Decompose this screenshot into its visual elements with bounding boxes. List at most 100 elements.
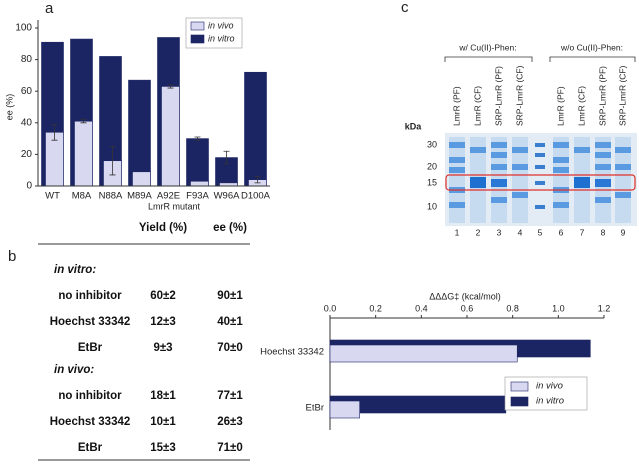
x-tick-label: 0.8 bbox=[506, 303, 519, 313]
gel-band bbox=[553, 202, 569, 208]
gel-lane bbox=[512, 137, 528, 223]
lane-label: SRP-LmrR (PF) bbox=[597, 66, 607, 126]
gel-band bbox=[449, 157, 465, 163]
gel-band bbox=[449, 167, 465, 173]
gel-band bbox=[553, 142, 569, 148]
ladder-label: 20 bbox=[427, 161, 437, 171]
x-tick-label: 1.2 bbox=[598, 303, 611, 313]
gel-band bbox=[535, 143, 545, 147]
error-bar bbox=[254, 176, 261, 184]
gel-band bbox=[535, 165, 545, 169]
table-cell: no inhibitor bbox=[58, 390, 122, 402]
ladder-label: 10 bbox=[427, 201, 437, 211]
panel-letter: b bbox=[8, 248, 16, 265]
y-tick-label: 80 bbox=[21, 54, 33, 65]
y-tick-label: 60 bbox=[21, 86, 33, 97]
table-cell: 90±1 bbox=[217, 290, 243, 302]
lane-number: 2 bbox=[476, 227, 481, 237]
x-tick-label: 0.0 bbox=[324, 303, 337, 313]
lane-number: 6 bbox=[559, 227, 564, 237]
panel-letter: c bbox=[401, 0, 409, 16]
bar bbox=[244, 71, 267, 187]
bar bbox=[74, 120, 93, 187]
table-header: ee (%) bbox=[213, 222, 247, 234]
gel-band bbox=[595, 152, 611, 158]
gel-band bbox=[535, 181, 545, 185]
table-cell: 18±1 bbox=[150, 390, 176, 402]
gel-band bbox=[491, 142, 507, 148]
legend-swatch bbox=[190, 21, 205, 31]
error-bar bbox=[194, 136, 201, 141]
y-tick-label: 20 bbox=[21, 149, 33, 160]
table-cell: 12±3 bbox=[150, 316, 176, 328]
gel-band bbox=[615, 192, 631, 198]
gel-band bbox=[512, 147, 528, 153]
x-tick-label: W96A bbox=[214, 191, 241, 202]
x-tick-label: WT bbox=[45, 191, 60, 202]
error-bar bbox=[167, 84, 174, 89]
lane-number: 9 bbox=[621, 227, 626, 237]
gel-band bbox=[595, 197, 611, 203]
gel-band bbox=[512, 192, 528, 198]
gel-band bbox=[491, 179, 507, 187]
table-cell: 15±3 bbox=[150, 442, 176, 454]
bar bbox=[132, 171, 151, 187]
legend-label: in vivo bbox=[536, 381, 563, 392]
table-cell: 9±3 bbox=[153, 342, 172, 354]
x-tick-label: A92E bbox=[157, 191, 180, 202]
legend-swatch bbox=[510, 381, 529, 392]
chart-title: ΔΔΔG‡ (kcal/mol) bbox=[429, 291, 501, 301]
ladder-label: 15 bbox=[427, 177, 437, 187]
bracket bbox=[549, 56, 636, 62]
gel-band bbox=[535, 153, 545, 157]
table-cell: 77±1 bbox=[217, 390, 243, 402]
gel-lane bbox=[615, 137, 631, 223]
table-section: in vivo: bbox=[54, 364, 94, 376]
table-header: Yield (%) bbox=[139, 222, 187, 234]
x-tick-label: 0.2 bbox=[369, 303, 382, 313]
gel-band bbox=[491, 152, 507, 158]
x-tick-label: M8A bbox=[72, 191, 92, 202]
table-cell: 40±1 bbox=[217, 316, 243, 328]
y-tick-label: 0 bbox=[26, 181, 32, 192]
table-cell: 10±1 bbox=[150, 416, 176, 428]
bar bbox=[186, 138, 209, 187]
gel-band bbox=[470, 147, 486, 153]
x-tick-label: 0.4 bbox=[415, 303, 428, 313]
y-tick-label: 40 bbox=[21, 117, 33, 128]
gel-band bbox=[535, 205, 545, 209]
legend-swatch bbox=[190, 34, 205, 44]
table-cell: 71±0 bbox=[217, 442, 243, 454]
gel-band bbox=[574, 177, 590, 188]
gel-band bbox=[595, 142, 611, 148]
error-bar bbox=[223, 150, 230, 165]
bar bbox=[128, 79, 151, 187]
bar bbox=[329, 400, 360, 419]
panel-letter: a bbox=[45, 0, 54, 17]
bar bbox=[190, 180, 209, 187]
gel-band bbox=[574, 147, 590, 153]
x-tick-label: M89A bbox=[127, 191, 152, 202]
y-tick-label: EtBr bbox=[306, 403, 324, 414]
bar bbox=[161, 86, 180, 187]
lane-label: SRP-LmrR (PF) bbox=[493, 66, 503, 126]
table-cell: EtBr bbox=[78, 342, 103, 354]
gel-band bbox=[491, 164, 507, 170]
x-tick-label: 1.0 bbox=[552, 303, 565, 313]
error-bar bbox=[80, 119, 87, 124]
x-tick-label: D100A bbox=[241, 191, 271, 202]
error-bar bbox=[109, 146, 116, 176]
legend-label: in vitro bbox=[536, 396, 564, 407]
gel-band bbox=[470, 177, 486, 188]
gel-band bbox=[512, 164, 528, 170]
gel-band bbox=[553, 157, 569, 163]
ladder-label: 30 bbox=[427, 139, 437, 149]
gel-unit: kDa bbox=[405, 121, 423, 131]
gel-band bbox=[615, 164, 631, 170]
gel-band bbox=[595, 164, 611, 170]
table-cell: 60±2 bbox=[150, 290, 176, 302]
lane-label: LmrR (CF) bbox=[472, 86, 482, 126]
gel-band bbox=[595, 179, 611, 187]
gel-lane bbox=[553, 137, 569, 223]
